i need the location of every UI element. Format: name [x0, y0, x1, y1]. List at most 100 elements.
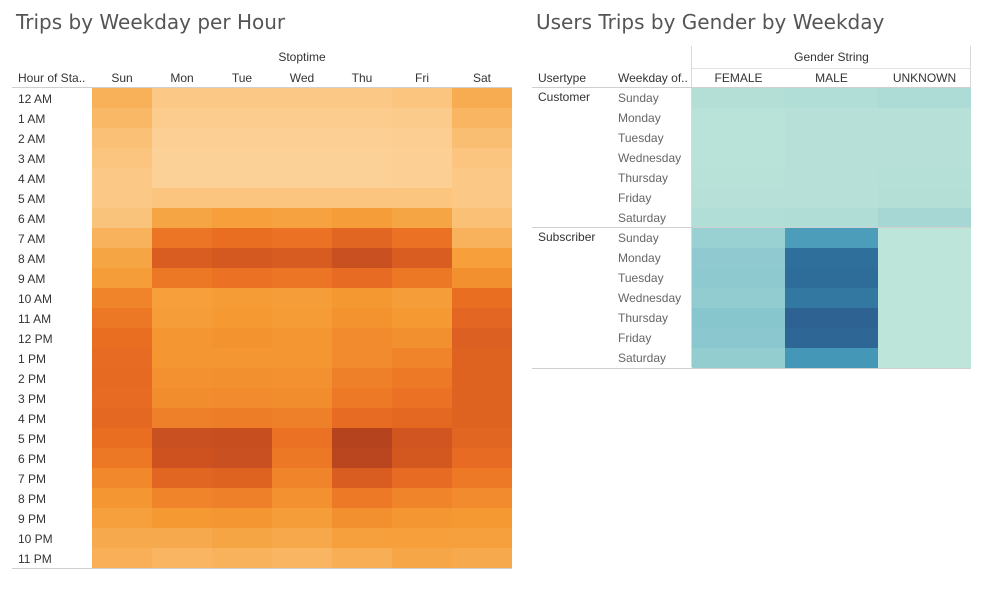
heat-cell-3-pm-sun	[92, 388, 152, 408]
heat-cell-subscriber-wednesday-female	[692, 288, 785, 308]
heat-cell-5-am-mon	[152, 188, 212, 208]
heat-cell-8-am-tue	[212, 248, 272, 268]
row-label-2-pm: 2 PM	[18, 372, 46, 386]
heat-cell-5-pm-sun	[92, 428, 152, 448]
heat-cell-7-pm-sun	[92, 468, 152, 488]
heat-cell-8-am-sun	[92, 248, 152, 268]
heat-cell-customer-thursday-male	[785, 168, 878, 188]
heat-cell-8-am-fri	[392, 248, 452, 268]
heat-cell-2-pm-sat	[452, 368, 512, 388]
heat-cell-5-am-sun	[92, 188, 152, 208]
heat-cell-2-am-sun	[92, 128, 152, 148]
heat-cell-12-pm-thu	[332, 328, 392, 348]
heat-cell-customer-tuesday-female	[692, 128, 785, 148]
heat-cell-7-am-wed	[272, 228, 332, 248]
row-label-9-am: 9 AM	[18, 272, 45, 286]
heat-cell-12-am-wed	[272, 88, 332, 108]
heat-cell-customer-saturday-unknown	[878, 208, 971, 228]
heat-cell-11-am-mon	[152, 308, 212, 328]
heat-cell-4-am-wed	[272, 168, 332, 188]
left-chart-title: Trips by Weekday per Hour	[16, 10, 286, 34]
heat-cell-6-pm-sun	[92, 448, 152, 468]
heat-cell-1-am-fri	[392, 108, 452, 128]
right-chart-title: Users Trips by Gender by Weekday	[536, 10, 885, 34]
heat-cell-12-am-mon	[152, 88, 212, 108]
heat-cell-3-am-mon	[152, 148, 212, 168]
heat-cell-3-pm-mon	[152, 388, 212, 408]
heat-cell-11-am-thu	[332, 308, 392, 328]
heat-cell-customer-thursday-unknown	[878, 168, 971, 188]
heat-cell-9-am-tue	[212, 268, 272, 288]
row-label-subscriber-friday: Friday	[618, 331, 651, 345]
column-label-sat: Sat	[473, 71, 492, 85]
column-label-male: MALE	[815, 71, 848, 85]
heat-cell-9-pm-mon	[152, 508, 212, 528]
row-label-3-pm: 3 PM	[18, 392, 46, 406]
group-label-subscriber: Subscriber	[538, 230, 595, 244]
heat-cell-1-am-sat	[452, 108, 512, 128]
heat-cell-10-am-sun	[92, 288, 152, 308]
heat-cell-customer-wednesday-unknown	[878, 148, 971, 168]
heat-cell-3-pm-tue	[212, 388, 272, 408]
heat-cell-2-pm-thu	[332, 368, 392, 388]
heat-cell-subscriber-saturday-male	[785, 348, 878, 368]
row-label-7-pm: 7 PM	[18, 472, 46, 486]
heat-cell-subscriber-wednesday-male	[785, 288, 878, 308]
row-label-3-am: 3 AM	[18, 152, 45, 166]
heat-cell-4-am-tue	[212, 168, 272, 188]
heat-cell-subscriber-tuesday-male	[785, 268, 878, 288]
heat-cell-5-pm-mon	[152, 428, 212, 448]
heat-cell-customer-sunday-female	[692, 88, 785, 108]
heat-cell-3-pm-fri	[392, 388, 452, 408]
heat-cell-7-am-mon	[152, 228, 212, 248]
heat-cell-1-pm-wed	[272, 348, 332, 368]
heat-cell-10-am-wed	[272, 288, 332, 308]
heat-cell-subscriber-saturday-female	[692, 348, 785, 368]
heat-cell-9-am-fri	[392, 268, 452, 288]
heat-cell-12-am-sun	[92, 88, 152, 108]
heat-cell-subscriber-friday-unknown	[878, 328, 971, 348]
heat-cell-12-pm-sun	[92, 328, 152, 348]
heat-cell-9-pm-fri	[392, 508, 452, 528]
row-label-5-pm: 5 PM	[18, 432, 46, 446]
heat-cell-7-am-tue	[212, 228, 272, 248]
heat-cell-10-am-tue	[212, 288, 272, 308]
heat-cell-1-am-tue	[212, 108, 272, 128]
heat-cell-6-am-sat	[452, 208, 512, 228]
heat-cell-6-pm-mon	[152, 448, 212, 468]
column-label-mon: Mon	[170, 71, 193, 85]
row-label-10-pm: 10 PM	[18, 532, 53, 546]
row-header-label: Hour of Sta..	[18, 71, 85, 85]
column-label-tue: Tue	[232, 71, 253, 85]
column-label-sun: Sun	[111, 71, 132, 85]
heat-cell-6-am-thu	[332, 208, 392, 228]
heat-cell-2-am-wed	[272, 128, 332, 148]
heat-cell-1-am-wed	[272, 108, 332, 128]
row-label-customer-thursday: Thursday	[618, 171, 668, 185]
heat-cell-2-pm-sun	[92, 368, 152, 388]
heat-cell-4-pm-thu	[332, 408, 392, 428]
heat-cell-10-pm-sun	[92, 528, 152, 548]
heat-cell-subscriber-monday-male	[785, 248, 878, 268]
heat-cell-subscriber-sunday-female	[692, 228, 785, 248]
heat-cell-1-pm-thu	[332, 348, 392, 368]
heat-cell-2-pm-fri	[392, 368, 452, 388]
heat-cell-subscriber-friday-female	[692, 328, 785, 348]
row-label-8-pm: 8 PM	[18, 492, 46, 506]
row-label-4-am: 4 AM	[18, 172, 45, 186]
column-label-fri: Fri	[415, 71, 429, 85]
heat-cell-customer-friday-male	[785, 188, 878, 208]
heat-cell-subscriber-thursday-female	[692, 308, 785, 328]
heat-cell-subscriber-friday-male	[785, 328, 878, 348]
heat-cell-3-am-sat	[452, 148, 512, 168]
heat-cell-10-am-thu	[332, 288, 392, 308]
row-label-8-am: 8 AM	[18, 252, 45, 266]
heat-cell-6-am-wed	[272, 208, 332, 228]
heat-cell-11-am-wed	[272, 308, 332, 328]
row-label-subscriber-thursday: Thursday	[618, 311, 668, 325]
heat-cell-1-am-mon	[152, 108, 212, 128]
heat-cell-7-am-thu	[332, 228, 392, 248]
row-label-10-am: 10 AM	[18, 292, 52, 306]
heat-cell-7-pm-tue	[212, 468, 272, 488]
